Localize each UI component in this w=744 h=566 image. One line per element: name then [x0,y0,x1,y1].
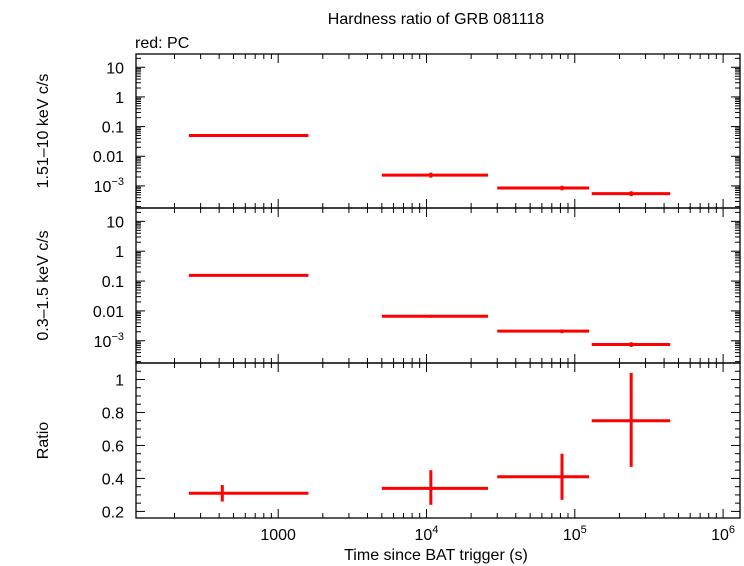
legend-text: red: PC [135,35,189,52]
y-axis-label: 0.3–1.5 keV c/s [35,230,52,340]
y-tick-marks [136,362,740,512]
x-tick-label-exponent: 4 [432,524,438,536]
x-tick-label-exponent: 5 [581,524,587,536]
y-tick-label: 0.6 [102,438,124,455]
y-axis-label: Ratio [35,422,52,459]
y-tick-marks [136,57,740,208]
x-axis-label: Time since BAT trigger (s) [344,547,528,564]
data-point [591,342,671,347]
data-point [497,329,590,334]
y-tick-label-exponent: −3 [111,176,124,188]
y-tick-label: 1 [115,244,124,261]
x-tick-label-base: 10 [415,527,433,544]
y-tick-label: 10−3 [94,331,124,351]
y-tick-label: 0.1 [102,120,124,137]
x-tick-label: 106 [711,524,735,544]
data-point [188,273,309,277]
y-tick-label: 0.1 [102,274,124,291]
data-point [591,372,671,467]
chart-title: Hardness ratio of GRB 081118 [328,11,545,28]
data-point [188,485,309,502]
x-tick-marks [174,54,724,208]
y-tick-marks [136,211,740,363]
data-points [188,372,671,505]
panel-frame [135,207,741,364]
data-points [188,134,671,197]
x-tick-label-exponent: 6 [729,524,735,536]
data-point [381,314,489,318]
y-tick-label: 1 [115,90,124,107]
y-tick-label-base: 10 [94,334,112,351]
data-point [188,134,309,138]
data-point [381,172,489,178]
data-point [497,185,590,191]
y-tick-label-base: 10 [94,179,112,196]
panel-frame [135,53,741,209]
y-tick-label: 0.2 [102,504,124,521]
data-point [497,453,590,500]
y-tick-label: 1 [115,372,124,389]
y-tick-label-exponent: −3 [111,331,124,343]
data-point [591,191,671,197]
y-axis-label: 1.51–10 keV c/s [35,74,52,189]
y-tick-label: 10−3 [94,176,124,196]
x-tick-label: 105 [563,524,587,544]
panel-frame [135,362,741,519]
y-tick-label: 0.01 [93,149,124,166]
x-tick-label-base: 10 [711,527,729,544]
x-tick-label-base: 10 [563,527,581,544]
y-tick-label: 0.4 [102,471,124,488]
y-tick-label: 10 [106,60,124,77]
x-tick-label: 1000 [260,527,296,544]
data-point [381,470,489,505]
x-tick-marks [174,208,724,363]
y-tick-label: 10 [106,214,124,231]
x-tick-label: 104 [415,524,439,544]
y-tick-label: 0.8 [102,405,124,422]
y-tick-label: 0.01 [93,304,124,321]
data-points [188,273,671,347]
x-tick-marks [174,363,724,518]
